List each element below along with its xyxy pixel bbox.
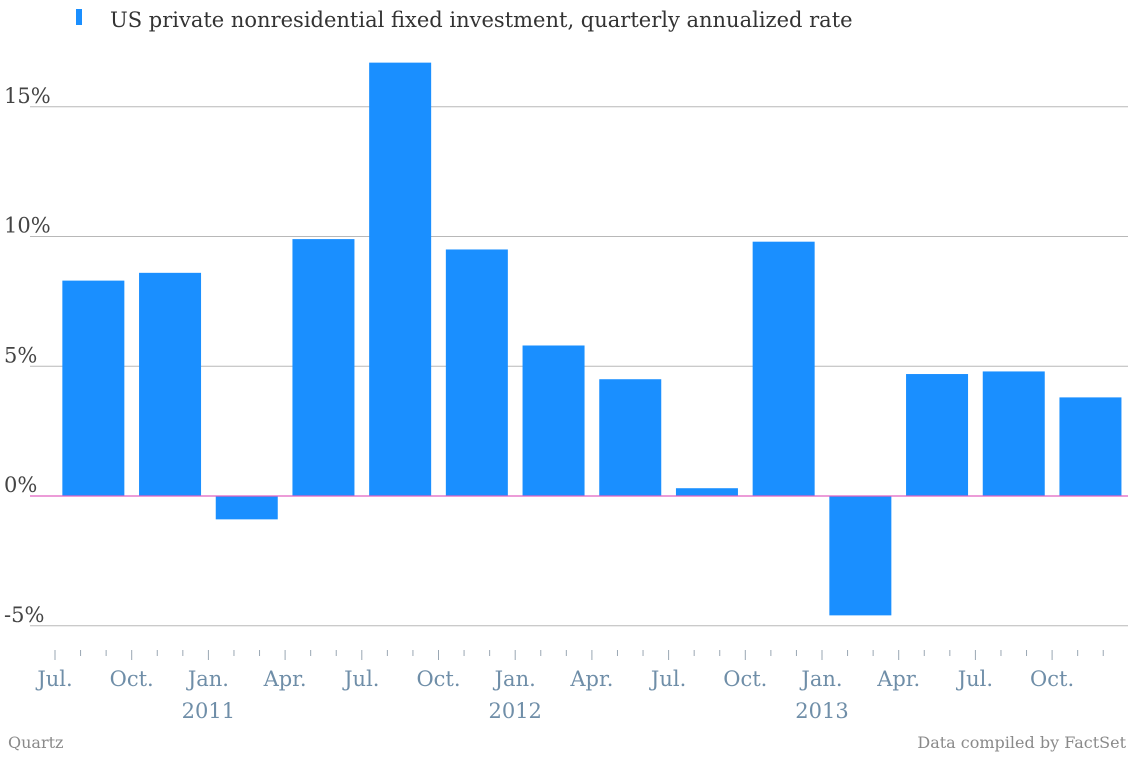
bar-q1-2012 <box>522 345 585 496</box>
legend-swatch <box>76 9 82 25</box>
bar-q1-2013 <box>829 496 892 616</box>
y-axis-tick-labels: 15% 10% 5% 0% -5% <box>4 84 51 627</box>
x-tick-label: Jul. <box>342 667 379 691</box>
x-axis-month-labels: Jul. Oct. Jan. Apr. Jul. Oct. Jan. Apr. Jul. Oct.… <box>35 667 1074 691</box>
bar-q3-2011 <box>369 62 432 496</box>
x-tick-label: Jan. <box>799 667 842 691</box>
x-year-label: 2013 <box>795 699 848 723</box>
bar-q4-2010 <box>139 272 202 496</box>
bar-q3-2013 <box>982 371 1045 496</box>
bar-q2-2012 <box>599 379 662 496</box>
bar-q4-2012 <box>752 241 815 496</box>
x-tick-label: Jan. <box>493 667 536 691</box>
footer: Quartz Data compiled by FactSet <box>8 733 1127 752</box>
x-tick-label: Jul. <box>649 667 686 691</box>
bar-q3-2012 <box>675 488 738 496</box>
x-axis-year-labels: 2011 2012 2013 <box>182 699 849 723</box>
y-tick-label: 5% <box>4 343 37 367</box>
x-year-label: 2012 <box>488 699 541 723</box>
footer-source-left: Quartz <box>8 733 63 752</box>
bar-q2-2013 <box>906 374 969 496</box>
x-year-label: 2011 <box>182 699 235 723</box>
x-tick-label: Jan. <box>186 667 229 691</box>
bar-q2-2011 <box>292 239 355 496</box>
x-tick-label: Oct. <box>1030 667 1074 691</box>
bar-q4-2011 <box>445 249 508 496</box>
x-tick-label: Apr. <box>263 667 307 691</box>
x-tick-label: Jul. <box>35 667 72 691</box>
footer-source-right: Data compiled by FactSet <box>917 733 1126 752</box>
bar-q1-2011 <box>215 496 278 520</box>
bar-q4-2013 <box>1059 397 1122 496</box>
x-tick-label: Oct. <box>110 667 154 691</box>
x-tick-label: Oct. <box>723 667 767 691</box>
x-tick-label: Apr. <box>569 667 613 691</box>
legend-label: US private nonresidential fixed investme… <box>110 8 853 32</box>
y-tick-label: 0% <box>4 473 37 497</box>
y-tick-label: -5% <box>4 603 44 627</box>
x-tick-label: Jul. <box>956 667 993 691</box>
bars <box>62 62 1122 616</box>
x-tick-label: Apr. <box>876 667 920 691</box>
x-tick-label: Oct. <box>416 667 460 691</box>
bar-q3-2010 <box>62 280 125 496</box>
y-tick-label: 15% <box>4 84 51 108</box>
legend: US private nonresidential fixed investme… <box>76 8 853 32</box>
x-axis-tick-marks <box>54 650 1104 660</box>
y-tick-label: 10% <box>4 214 51 238</box>
